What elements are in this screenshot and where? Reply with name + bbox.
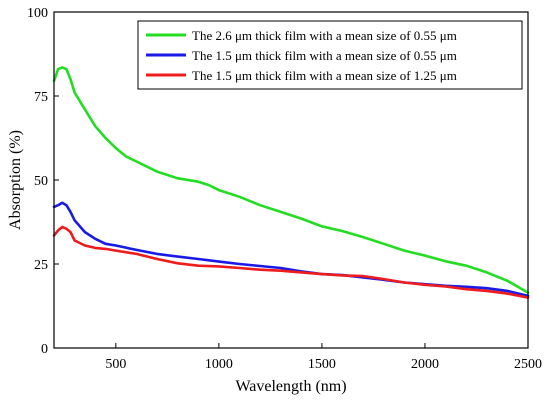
legend-label-2: The 1.5 μm thick film with a mean size o…	[192, 48, 457, 63]
y-axis-label: Absorption (%)	[7, 130, 24, 230]
y-tick-label: 75	[34, 90, 48, 105]
y-tick-label: 50	[34, 174, 48, 189]
legend-box	[137, 20, 523, 90]
y-tick-label: 100	[27, 6, 48, 21]
y-tick-label: 0	[41, 342, 48, 357]
axis-ticks	[54, 11, 529, 349]
series-line-1	[52, 66, 530, 294]
x-tick-label: 1000	[205, 357, 233, 372]
y-tick-label: 25	[34, 258, 48, 273]
x-tick-label: 1500	[308, 357, 336, 372]
x-tick-label: 2000	[411, 357, 439, 372]
x-tick-label: 2500	[514, 357, 542, 372]
x-axis-label: Wavelength (nm)	[235, 378, 346, 395]
legend-label-1: The 2.6 μm thick film with a mean size o…	[192, 28, 457, 43]
legend-label-3: The 1.5 μm thick film with a mean size o…	[192, 68, 457, 83]
series-lines	[52, 66, 530, 299]
x-tick-label: 500	[105, 357, 126, 372]
tick-labels: 500 1000 1500 2000 2500 0 25 50 75 100	[27, 6, 542, 372]
series-line-2	[52, 201, 530, 298]
legend: The 2.6 μm thick film with a mean size o…	[137, 20, 523, 90]
series-line-3	[52, 225, 530, 299]
